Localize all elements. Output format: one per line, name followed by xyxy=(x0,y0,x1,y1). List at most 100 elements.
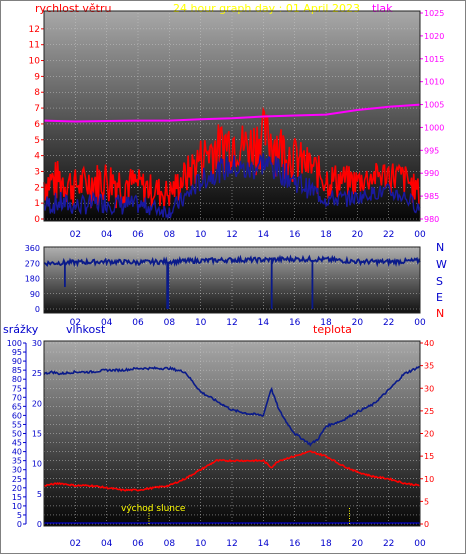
direction-letter-n-top: N xyxy=(436,241,444,254)
x-tick-label: 22 xyxy=(383,318,394,328)
wind-tick-label: 11 xyxy=(29,41,40,51)
temperature-tick-label: 25 xyxy=(424,407,434,416)
x-tick-label: 08 xyxy=(164,230,176,240)
pressure-tick-label: 1000 xyxy=(424,123,444,132)
wind-tick-label: 6 xyxy=(34,120,40,130)
x-tick-label: 10 xyxy=(195,539,207,549)
humidity-tick-label: 20 xyxy=(32,399,42,408)
temperature-tick-label: 40 xyxy=(424,339,434,348)
rain-tick-label: 0 xyxy=(17,520,22,529)
rain-tick-label: 95 xyxy=(12,348,22,357)
x-tick-label: 02 xyxy=(70,318,81,328)
rain-tick-label: 15 xyxy=(12,493,22,502)
x-tick-label: 04 xyxy=(101,230,113,240)
rain-tick-label: 100 xyxy=(7,339,22,348)
rain-tick-label: 80 xyxy=(12,375,22,384)
sunrise-label: východ slunce xyxy=(121,504,186,514)
wind-tick-label: 5 xyxy=(34,136,40,146)
x-tick-label: 14 xyxy=(258,230,270,240)
humidity-tick-label: 15 xyxy=(32,430,42,439)
direction-letter-n-bottom: N xyxy=(436,307,444,320)
x-tick-label: 22 xyxy=(383,539,394,549)
wind-tick-label: 1 xyxy=(34,199,40,209)
pressure-tick-label: 990 xyxy=(424,169,439,178)
pressure-tick-label: 1015 xyxy=(424,55,444,64)
pressure-tick-label: 1010 xyxy=(424,78,444,87)
pressure-line xyxy=(43,103,421,123)
pressure-tick-label: 1020 xyxy=(424,32,444,41)
x-tick-label: 22 xyxy=(383,230,394,240)
humidity-tick-label: 30 xyxy=(32,339,42,348)
x-tick-label: 04 xyxy=(101,539,113,549)
x-tick-label: 02 xyxy=(70,539,81,549)
x-tick-label: 16 xyxy=(289,539,301,549)
axis-ticks: 02 04 06 08 10 12 14 16 18 20 22 000123456789101112… xyxy=(7,9,445,549)
wind-tick-label: 7 xyxy=(34,104,40,114)
wind-tick-label: 8 xyxy=(34,88,40,98)
x-tick-label: 06 xyxy=(132,230,144,240)
x-tick-label: 10 xyxy=(195,230,207,240)
temperature-tick-label: 30 xyxy=(424,384,434,393)
temperature-axis-label: teplota xyxy=(313,323,352,336)
x-tick-label: 18 xyxy=(320,230,332,240)
wind-panel-frame xyxy=(43,10,421,222)
humidity-tick-label: 5 xyxy=(37,490,42,499)
rain-tick-label: 70 xyxy=(12,393,22,402)
temperature-tick-label: 10 xyxy=(424,475,434,484)
pressure-axis-label: tlak xyxy=(372,2,393,15)
wind-tick-label: 3 xyxy=(34,167,40,177)
wind-tick-label: 0 xyxy=(34,215,40,225)
pressure-tick-label: 1005 xyxy=(424,101,444,110)
temperature-tick-label: 35 xyxy=(424,362,434,371)
x-tick-label: 00 xyxy=(414,539,426,549)
wind-tick-label: 9 xyxy=(34,72,40,82)
direction-tick-label: 360 xyxy=(25,244,40,253)
direction-letter-w: W xyxy=(436,258,447,271)
pressure-tick-label: 1025 xyxy=(424,9,444,18)
rain-tick-label: 35 xyxy=(12,457,22,466)
direction-tick-label: 90 xyxy=(30,290,40,299)
x-tick-label: 14 xyxy=(258,539,270,549)
wind-tick-label: 4 xyxy=(34,152,40,162)
humidity-line xyxy=(43,365,421,447)
direction-panel-bg xyxy=(44,247,420,313)
chart-title: 24 hour graph day : 01 April 2023 xyxy=(173,2,360,15)
humidity-panel-frame xyxy=(43,340,421,527)
pressure-tick-label: 995 xyxy=(424,146,439,155)
rain-tick-label: 55 xyxy=(12,420,22,429)
x-tick-label: 12 xyxy=(226,230,237,240)
temperature-tick-label: 0 xyxy=(424,520,429,529)
rain-axis-label: srážky xyxy=(3,323,39,336)
direction-letter-s: S xyxy=(436,275,443,288)
humidity-tick-label: 25 xyxy=(32,369,42,378)
x-tick-label: 20 xyxy=(352,318,364,328)
temperature-tick-label: 5 xyxy=(424,497,429,506)
pressure-tick-label: 980 xyxy=(424,215,439,224)
x-tick-label: 12 xyxy=(226,539,237,549)
wind-direction-line xyxy=(43,254,421,309)
wind-tick-label: 12 xyxy=(29,25,40,35)
temperature-tick-label: 15 xyxy=(424,452,434,461)
humidity-tick-label: 10 xyxy=(32,460,42,469)
x-tick-label: 00 xyxy=(414,230,426,240)
humidity-tick-label: 0 xyxy=(37,520,42,529)
x-tick-label: 04 xyxy=(101,318,113,328)
wind-tick-label: 10 xyxy=(29,57,41,67)
humidity-axis-label: vlhkost xyxy=(66,323,106,336)
direction-letter-e: E xyxy=(436,291,443,304)
wind-axis-label: rychlost větru xyxy=(35,2,111,15)
x-tick-label: 16 xyxy=(289,318,301,328)
x-tick-label: 10 xyxy=(195,318,207,328)
rain-tick-label: 5 xyxy=(17,511,22,520)
x-tick-label: 20 xyxy=(352,230,364,240)
temperature-tick-label: 20 xyxy=(424,430,434,439)
rain-tick-label: 75 xyxy=(12,384,22,393)
wind-tick-label: 2 xyxy=(34,183,40,193)
x-tick-label: 18 xyxy=(320,539,332,549)
x-tick-label: 00 xyxy=(414,318,426,328)
rain-tick-label: 30 xyxy=(12,466,22,475)
x-tick-label: 02 xyxy=(70,230,81,240)
direction-panel-frame xyxy=(43,246,421,314)
